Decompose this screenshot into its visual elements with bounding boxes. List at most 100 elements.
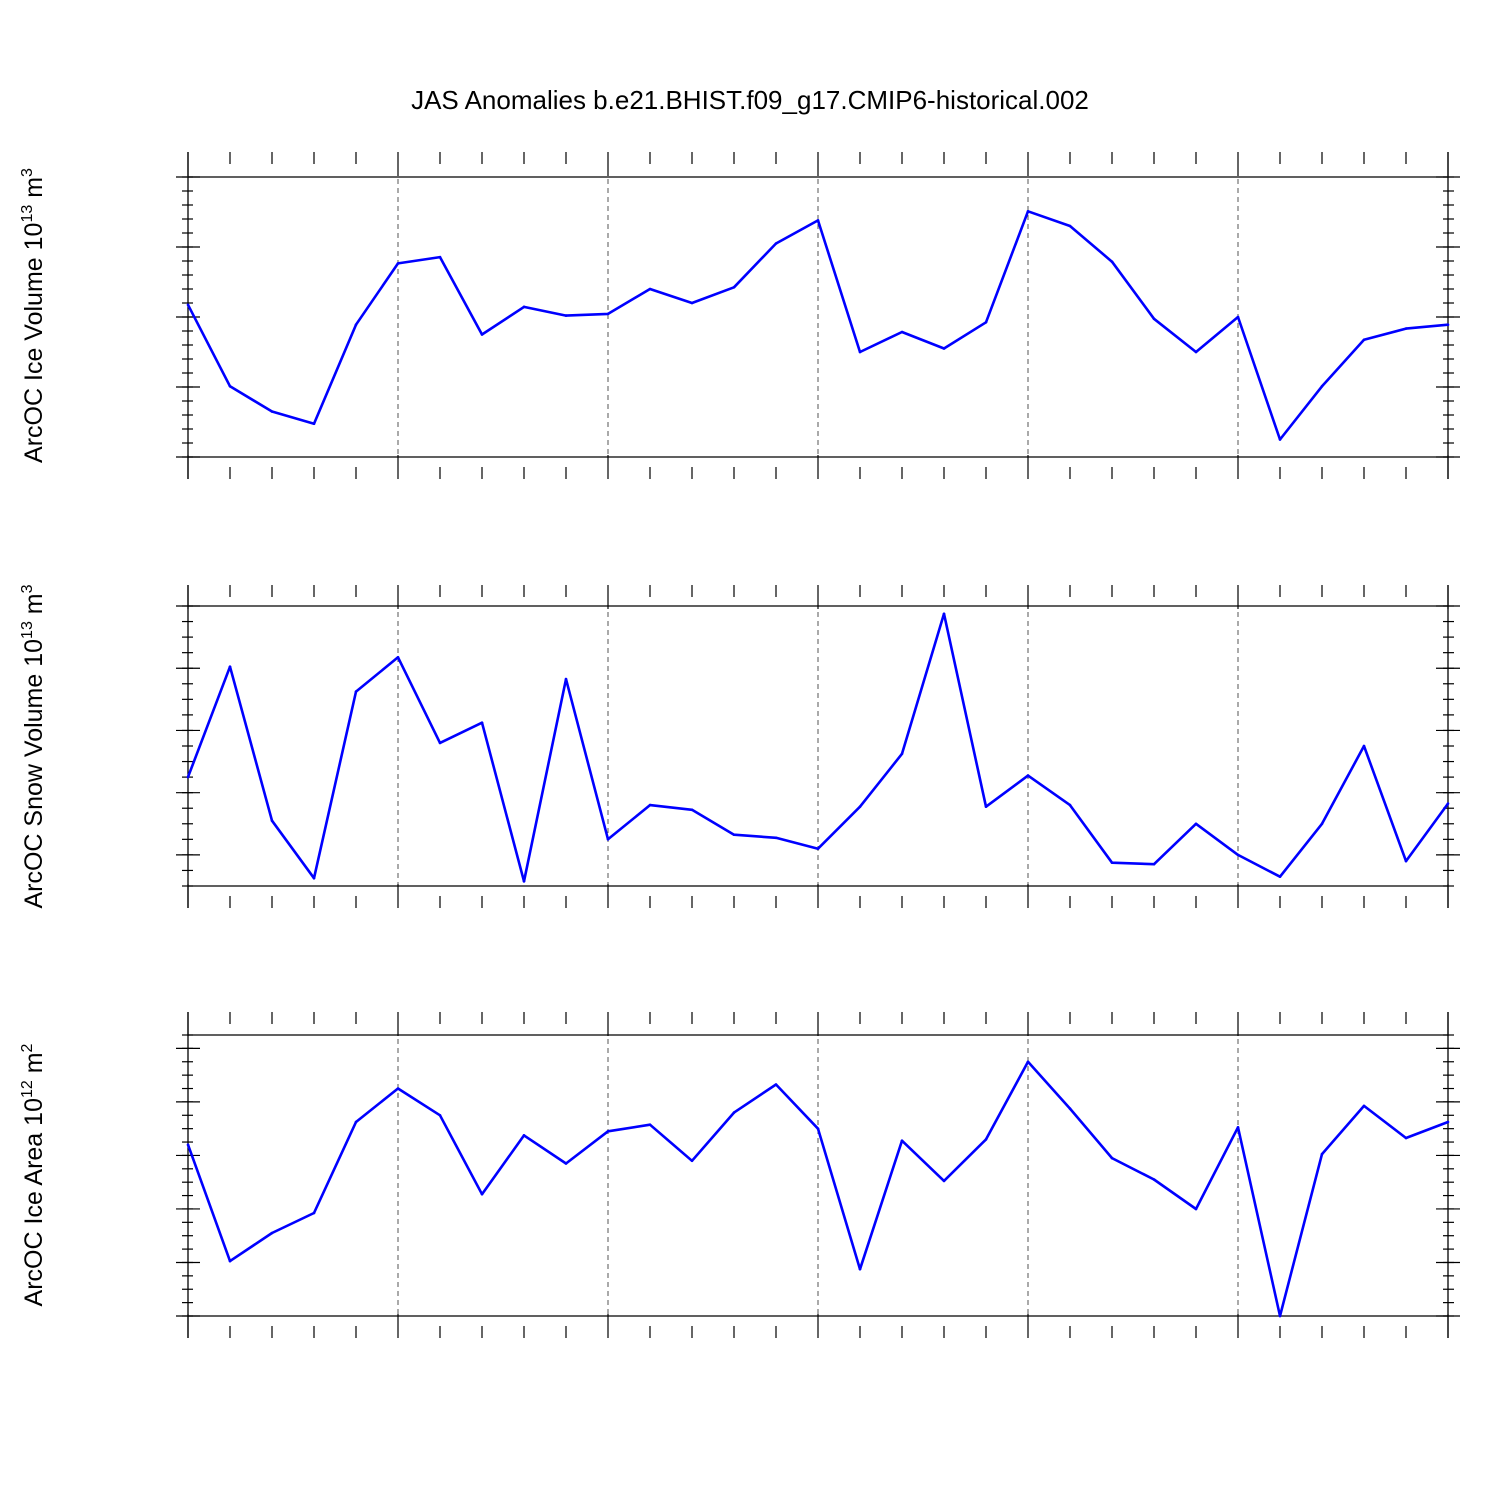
data-point <box>354 323 358 327</box>
data-point <box>1404 327 1408 330</box>
data-point <box>984 320 988 324</box>
data-point <box>1320 1152 1324 1156</box>
data-point <box>1278 875 1282 878</box>
data-point <box>1278 1314 1282 1318</box>
figure-title: JAS Anomalies b.e21.BHIST.f09_g17.CMIP6-… <box>411 85 1089 115</box>
data-point <box>816 219 820 222</box>
data-point <box>1362 338 1366 342</box>
chart-panel-snow-volume: ArcOC Snow Volume 1013 m3 <box>19 584 1460 909</box>
data-point <box>900 752 904 756</box>
data-point <box>1404 859 1408 863</box>
data-point <box>270 819 274 822</box>
y-axis-label-ylabel-unit-sup: 2 <box>19 1043 36 1052</box>
data-point <box>1320 822 1324 826</box>
data-point <box>228 385 232 388</box>
data-point <box>312 876 316 880</box>
y-axis-label-ylabel: ArcOC Ice Area 10 <box>20 1098 48 1306</box>
data-point <box>858 1267 862 1271</box>
y-axis-label-ylabel-sup: 13 <box>19 621 36 639</box>
data-point <box>480 333 484 336</box>
data-point <box>1194 822 1198 826</box>
data-point <box>1068 1107 1072 1110</box>
data-point <box>186 1143 190 1147</box>
y-axis-label-ylabel-unit: m <box>20 593 48 621</box>
data-point <box>816 847 820 850</box>
data-point <box>1362 1104 1366 1108</box>
y-axis-label: ArcOC Snow Volume 1013 m3 <box>19 584 48 908</box>
data-point <box>522 1134 526 1137</box>
data-point <box>1236 1126 1240 1129</box>
data-point <box>396 1087 400 1090</box>
data-point <box>1278 438 1282 441</box>
data-point <box>1320 385 1324 388</box>
data-point <box>228 1259 232 1263</box>
data-point <box>1404 1136 1408 1140</box>
data-point <box>606 838 610 841</box>
data-point <box>732 285 736 289</box>
data-point <box>858 350 862 354</box>
y-axis-label-ylabel-unit: m <box>20 177 48 205</box>
data-point <box>774 836 778 840</box>
data-point <box>186 303 190 307</box>
data-point <box>816 1127 820 1130</box>
data-point <box>690 808 694 812</box>
data-point <box>312 1211 316 1215</box>
y-axis-label-ylabel: ArcOC Ice Volume 10 <box>20 223 48 463</box>
data-point <box>1152 1178 1156 1181</box>
data-point <box>606 312 610 316</box>
data-point <box>690 1159 694 1163</box>
data-point <box>564 677 568 681</box>
data-point <box>438 741 442 745</box>
data-point <box>270 1231 274 1235</box>
data-point <box>396 656 400 659</box>
data-point <box>732 1111 736 1114</box>
data-point <box>1110 1156 1114 1160</box>
data-point <box>1110 861 1114 864</box>
y-axis-label-ylabel-unit-sup: 3 <box>19 584 36 593</box>
data-point <box>606 1130 610 1133</box>
data-point <box>984 805 988 808</box>
y-axis-label: ArcOC Ice Volume 1013 m3 <box>19 168 48 463</box>
chart-panel-ice-area: ArcOC Ice Area 1012 m2 <box>19 1012 1460 1338</box>
data-point <box>648 1123 652 1126</box>
data-point <box>1194 1207 1198 1211</box>
data-point <box>648 287 652 291</box>
data-point <box>942 1179 946 1183</box>
data-point <box>396 262 400 265</box>
y-axis-label: ArcOC Ice Area 1012 m2 <box>19 1043 48 1306</box>
chart-panel-ice-volume: ArcOC Ice Volume 1013 m3 <box>19 152 1460 479</box>
data-point <box>942 612 946 616</box>
data-point <box>858 805 862 808</box>
y-axis-label-ylabel-unit-sup: 3 <box>19 168 36 177</box>
data-point <box>186 775 190 779</box>
data-point <box>354 690 358 693</box>
data-point <box>312 422 316 426</box>
data-point <box>228 665 232 668</box>
data-point <box>480 721 484 724</box>
y-axis-label-ylabel: ArcOC Snow Volume 10 <box>20 639 48 909</box>
data-point <box>1152 317 1156 321</box>
data-point <box>1236 853 1240 857</box>
data-point <box>774 242 778 245</box>
data-point <box>774 1083 778 1086</box>
data-point <box>564 314 568 317</box>
data-point <box>900 1139 904 1143</box>
data-point <box>522 305 526 309</box>
data-point <box>1152 862 1156 866</box>
data-point <box>1026 1060 1030 1064</box>
data-point <box>1026 774 1030 777</box>
data-point <box>354 1120 358 1124</box>
data-point <box>1236 315 1240 319</box>
data-point <box>1068 803 1072 807</box>
data-point <box>984 1138 988 1141</box>
y-axis-label-ylabel-sup: 12 <box>19 1080 36 1098</box>
data-point <box>438 255 442 259</box>
data-point <box>480 1192 484 1196</box>
data-point <box>1110 260 1114 264</box>
data-point <box>1446 323 1450 327</box>
data-point <box>438 1113 442 1117</box>
data-point <box>732 833 736 836</box>
data-point <box>1194 350 1198 354</box>
